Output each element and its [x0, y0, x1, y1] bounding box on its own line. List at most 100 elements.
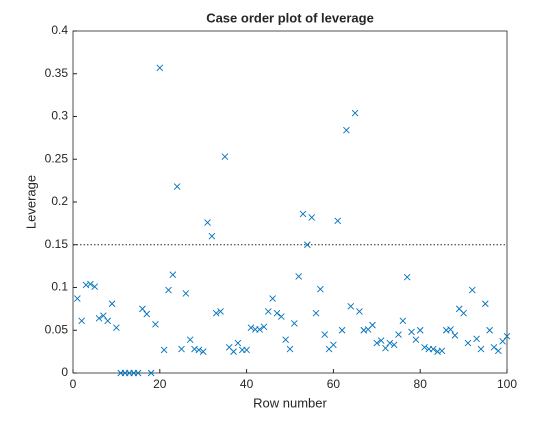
marker	[104, 317, 112, 325]
marker	[382, 344, 389, 352]
marker	[347, 302, 355, 310]
marker	[78, 317, 85, 325]
marker	[282, 336, 289, 343]
marker	[408, 328, 415, 336]
marker	[460, 309, 467, 317]
x-axis-label: Row number	[253, 395, 327, 410]
marker	[356, 308, 363, 315]
y-tick-label: 0.1	[51, 280, 68, 294]
marker	[247, 324, 255, 332]
marker	[399, 317, 407, 325]
marker	[143, 310, 151, 318]
marker	[395, 331, 402, 338]
marker	[312, 309, 320, 317]
marker	[299, 210, 307, 218]
marker	[204, 219, 211, 226]
marker	[74, 295, 81, 302]
marker	[304, 241, 311, 249]
marker	[451, 332, 459, 339]
marker	[87, 280, 94, 288]
marker	[264, 308, 272, 315]
marker	[100, 312, 107, 320]
marker	[260, 323, 268, 331]
marker	[286, 345, 294, 353]
marker	[447, 326, 454, 333]
marker	[321, 331, 329, 338]
y-tick-label: 0.4	[51, 23, 68, 37]
y-tick-label: 0	[61, 365, 68, 379]
marker	[199, 348, 207, 355]
marker	[369, 321, 376, 329]
marker	[169, 271, 177, 278]
marker	[438, 347, 446, 355]
marker	[403, 273, 411, 281]
marker	[212, 309, 220, 317]
marker	[256, 326, 263, 333]
y-axis-label: Leverage	[23, 175, 38, 229]
marker	[195, 346, 203, 354]
x-tick-label: 60	[327, 377, 341, 391]
marker	[273, 309, 281, 317]
marker	[503, 332, 511, 340]
marker	[208, 232, 216, 240]
marker	[351, 109, 359, 117]
marker	[334, 217, 342, 225]
marker	[113, 324, 120, 332]
x-tick-label: 20	[153, 377, 167, 391]
marker	[139, 305, 146, 313]
marker	[217, 308, 224, 315]
marker	[481, 300, 489, 308]
marker	[182, 290, 190, 297]
marker	[178, 345, 185, 353]
marker	[429, 345, 437, 353]
x-tick-label: 40	[240, 377, 254, 391]
marker	[412, 336, 420, 343]
y-tick-label: 0.35	[45, 66, 69, 80]
marker	[295, 273, 302, 280]
marker	[477, 345, 485, 353]
marker	[221, 153, 229, 161]
marker	[152, 320, 159, 328]
marker	[308, 214, 316, 221]
y-tick-label: 0.3	[51, 109, 68, 123]
y-tick-label: 0.2	[51, 194, 68, 208]
marker	[147, 369, 155, 377]
x-tick-label: 80	[414, 377, 428, 391]
marker	[377, 337, 385, 344]
y-tick-label: 0.15	[45, 237, 69, 251]
marker	[234, 339, 242, 347]
marker	[390, 341, 398, 349]
marker	[291, 320, 298, 327]
marker	[186, 336, 194, 343]
marker	[421, 344, 428, 351]
marker	[160, 346, 168, 354]
marker	[230, 348, 237, 355]
y-tick-label: 0.05	[45, 322, 69, 336]
marker	[386, 339, 394, 347]
marker	[495, 347, 502, 355]
marker	[156, 64, 164, 72]
marker	[243, 346, 250, 354]
marker	[91, 283, 99, 290]
marker	[338, 326, 346, 334]
marker	[373, 339, 381, 347]
x-tick-label: 100	[497, 377, 517, 391]
chart-title: Case order plot of leverage	[206, 10, 374, 25]
y-tick-label: 0.25	[45, 151, 69, 165]
marker	[95, 314, 103, 322]
marker	[134, 369, 142, 377]
marker	[464, 339, 472, 347]
marker	[317, 285, 324, 293]
marker	[108, 300, 116, 308]
marker	[278, 313, 285, 320]
marker	[486, 326, 493, 334]
marker	[343, 126, 350, 134]
x-tick-label: 0	[70, 377, 77, 391]
marker	[330, 341, 337, 349]
marker	[468, 286, 476, 294]
marker	[473, 335, 480, 343]
marker	[165, 286, 172, 294]
marker	[173, 183, 181, 190]
